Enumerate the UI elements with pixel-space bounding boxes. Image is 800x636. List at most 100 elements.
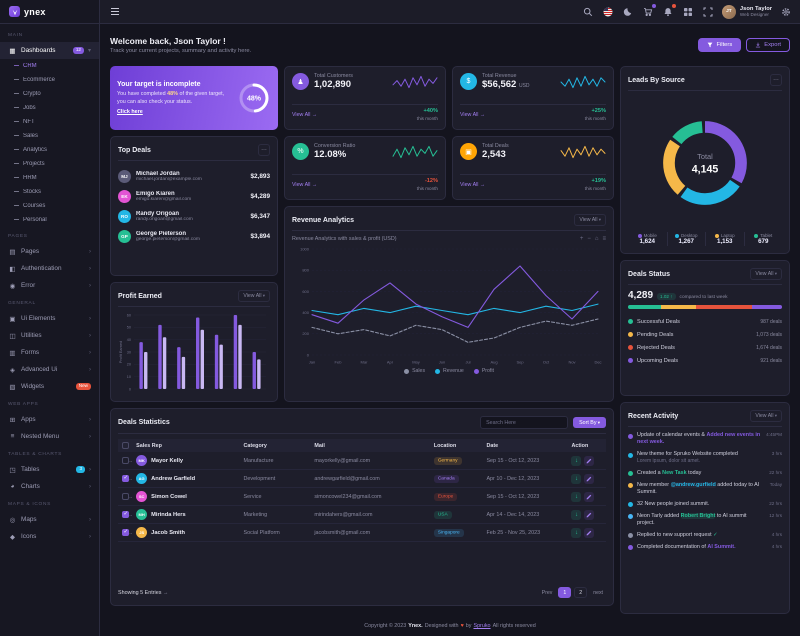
view-all-link[interactable]: View All [460,112,485,118]
sidebar-item[interactable]: Ecommerce [0,73,99,87]
row-checkbox[interactable] [122,457,129,464]
row-checkbox[interactable] [122,493,129,500]
row-checkbox[interactable] [122,511,129,518]
row-checkbox[interactable] [122,475,129,482]
sidebar-item[interactable]: ◕ Charts › [0,478,99,495]
next-page-button[interactable]: next [593,589,603,596]
sidebar-item[interactable]: Personal [0,213,99,227]
spruko-link[interactable]: Spruko [473,623,491,629]
sidebar-item[interactable]: GENERAL [0,297,99,310]
search-input[interactable] [480,416,569,429]
view-all-button[interactable]: View All [238,290,270,302]
row-checkbox[interactable] [122,529,129,536]
top-deal-row[interactable]: GP George Pieterson george.pieterson@gma… [118,226,270,246]
sidebar-item[interactable]: ≡ Nested Menu › [0,428,99,445]
view-all-button[interactable]: View All [750,410,782,422]
sidebar-item[interactable]: ◳ Tables 3 › [0,461,99,478]
sidebar-item[interactable]: ◧ Authentication › [0,260,99,277]
edit-icon[interactable] [584,455,595,466]
download-icon[interactable]: ↓ [571,509,582,520]
download-icon[interactable]: ↓ [571,455,582,466]
sidebar-item[interactable]: HRM [0,171,99,185]
column-header[interactable]: Mail [310,439,430,452]
page-button[interactable]: 1 [558,587,572,598]
table-row[interactable]: MH Mirinda Hers Marketing mirindahers@gm… [118,505,606,524]
sidebar-item[interactable]: PAGES [0,230,99,243]
view-all-button[interactable]: View All [750,268,782,280]
sort-by-button[interactable]: Sort By [573,417,606,428]
sidebar-item[interactable]: ▧ Widgets New [0,378,99,395]
chart-menu-icon[interactable]: ≡ [602,236,606,242]
fullscreen-icon[interactable] [702,5,715,18]
reset-zoom-icon[interactable]: ⌂ [594,236,599,242]
column-header[interactable]: Date [482,439,568,452]
sidebar-item[interactable]: MAIN [0,29,99,42]
sidebar-item[interactable]: ▣ Ui Elements › [0,310,99,327]
view-all-button[interactable]: View All [574,214,606,226]
zoom-in-icon[interactable]: + [579,236,584,242]
sidebar-item[interactable]: Crypto [0,87,99,101]
sidebar-item[interactable]: NFT [0,115,99,129]
view-all-link[interactable]: View All [292,112,317,118]
sidebar-item[interactable]: ◉ Error › [0,277,99,294]
sidebar-item[interactable]: Courses [0,199,99,213]
sidebar-item[interactable]: ◎ Maps › [0,511,99,528]
view-all-link[interactable]: View All [460,182,485,188]
sidebar-item[interactable]: Sales [0,129,99,143]
sidebar-item[interactable]: Analytics [0,143,99,157]
edit-icon[interactable] [584,527,595,538]
edit-icon[interactable] [584,509,595,520]
zoom-out-icon[interactable]: − [587,236,591,242]
column-header[interactable]: Sales Rep [132,439,240,452]
top-deal-row[interactable]: RO Randy Origoan randy.origoan@gmail.com… [118,206,270,226]
prev-page-button[interactable]: Prev [541,589,553,596]
download-icon[interactable]: ↓ [571,491,582,502]
download-icon[interactable]: ↓ [571,473,582,484]
table-row[interactable]: JS Jacob Smith Social Platform jacobsmit… [118,523,606,542]
download-icon[interactable]: ↓ [571,527,582,538]
click-here-link[interactable]: Click here [117,108,143,115]
page-button[interactable]: 2 [574,587,588,598]
sidebar-item[interactable]: Stocks [0,185,99,199]
cart-icon[interactable] [642,4,656,18]
sidebar-item[interactable]: ▤ Pages › [0,243,99,260]
sidebar-item[interactable]: ▦ Dashboards 12 ▾ [0,42,99,59]
sidebar-item[interactable]: ◫ Utilities › [0,327,99,344]
theme-toggle-icon[interactable] [622,5,635,18]
top-deal-row[interactable]: MJ Michael Jordan michael.jordan@example… [118,166,270,186]
view-all-link[interactable]: View All [292,182,317,188]
logo[interactable]: ynex [0,0,99,24]
sidebar-item[interactable]: ⊞ Apps › [0,411,99,428]
apps-grid-icon[interactable] [682,5,695,18]
sidebar-item[interactable]: Projects [0,157,99,171]
export-button[interactable]: Export [746,38,790,52]
sidebar-item[interactable]: Jobs [0,101,99,115]
column-header[interactable]: Location [429,439,483,452]
settings-gear-icon[interactable] [779,5,792,18]
notifications-bell-icon[interactable] [662,4,676,18]
sidebar-item[interactable]: ▥ Forms › [0,344,99,361]
more-options-icon[interactable] [770,74,782,86]
top-deal-row[interactable]: EK Emigo Kiaren emigo.kiaren@gmail.com $… [118,186,270,206]
table-row[interactable]: AG Andrew Garfield Development andrewgar… [118,469,606,488]
sidebar-item[interactable]: TABLES & CHARTS [0,448,99,461]
column-header[interactable]: Category [239,439,311,452]
user-menu[interactable]: JT Json Taylor Web Designer [721,4,772,19]
column-header[interactable]: Action [567,439,606,452]
select-all-checkbox[interactable] [122,442,129,449]
edit-icon[interactable] [584,491,595,502]
table-row[interactable]: SC Simon Cowel Service simoncowel234@gma… [118,487,606,506]
sidebar-item[interactable]: CRM [0,59,99,73]
table-row[interactable]: MK Mayor Kelly Manufacture mayorkelly@gm… [118,452,606,470]
more-options-icon[interactable] [258,144,270,156]
sidebar-item[interactable]: MAPS & ICONS [0,498,99,511]
language-flag-icon[interactable] [602,5,615,18]
sidebar-item[interactable]: ◆ Icons › [0,528,99,545]
svg-text:Dec: Dec [594,360,601,365]
sidebar-item[interactable]: ◈ Advanced Ui › [0,361,99,378]
search-icon[interactable] [582,5,595,18]
edit-icon[interactable] [584,473,595,484]
filters-button[interactable]: Filters [698,38,742,52]
sidebar-item[interactable]: WEB APPS [0,398,99,411]
menu-toggle-icon[interactable] [108,5,122,18]
